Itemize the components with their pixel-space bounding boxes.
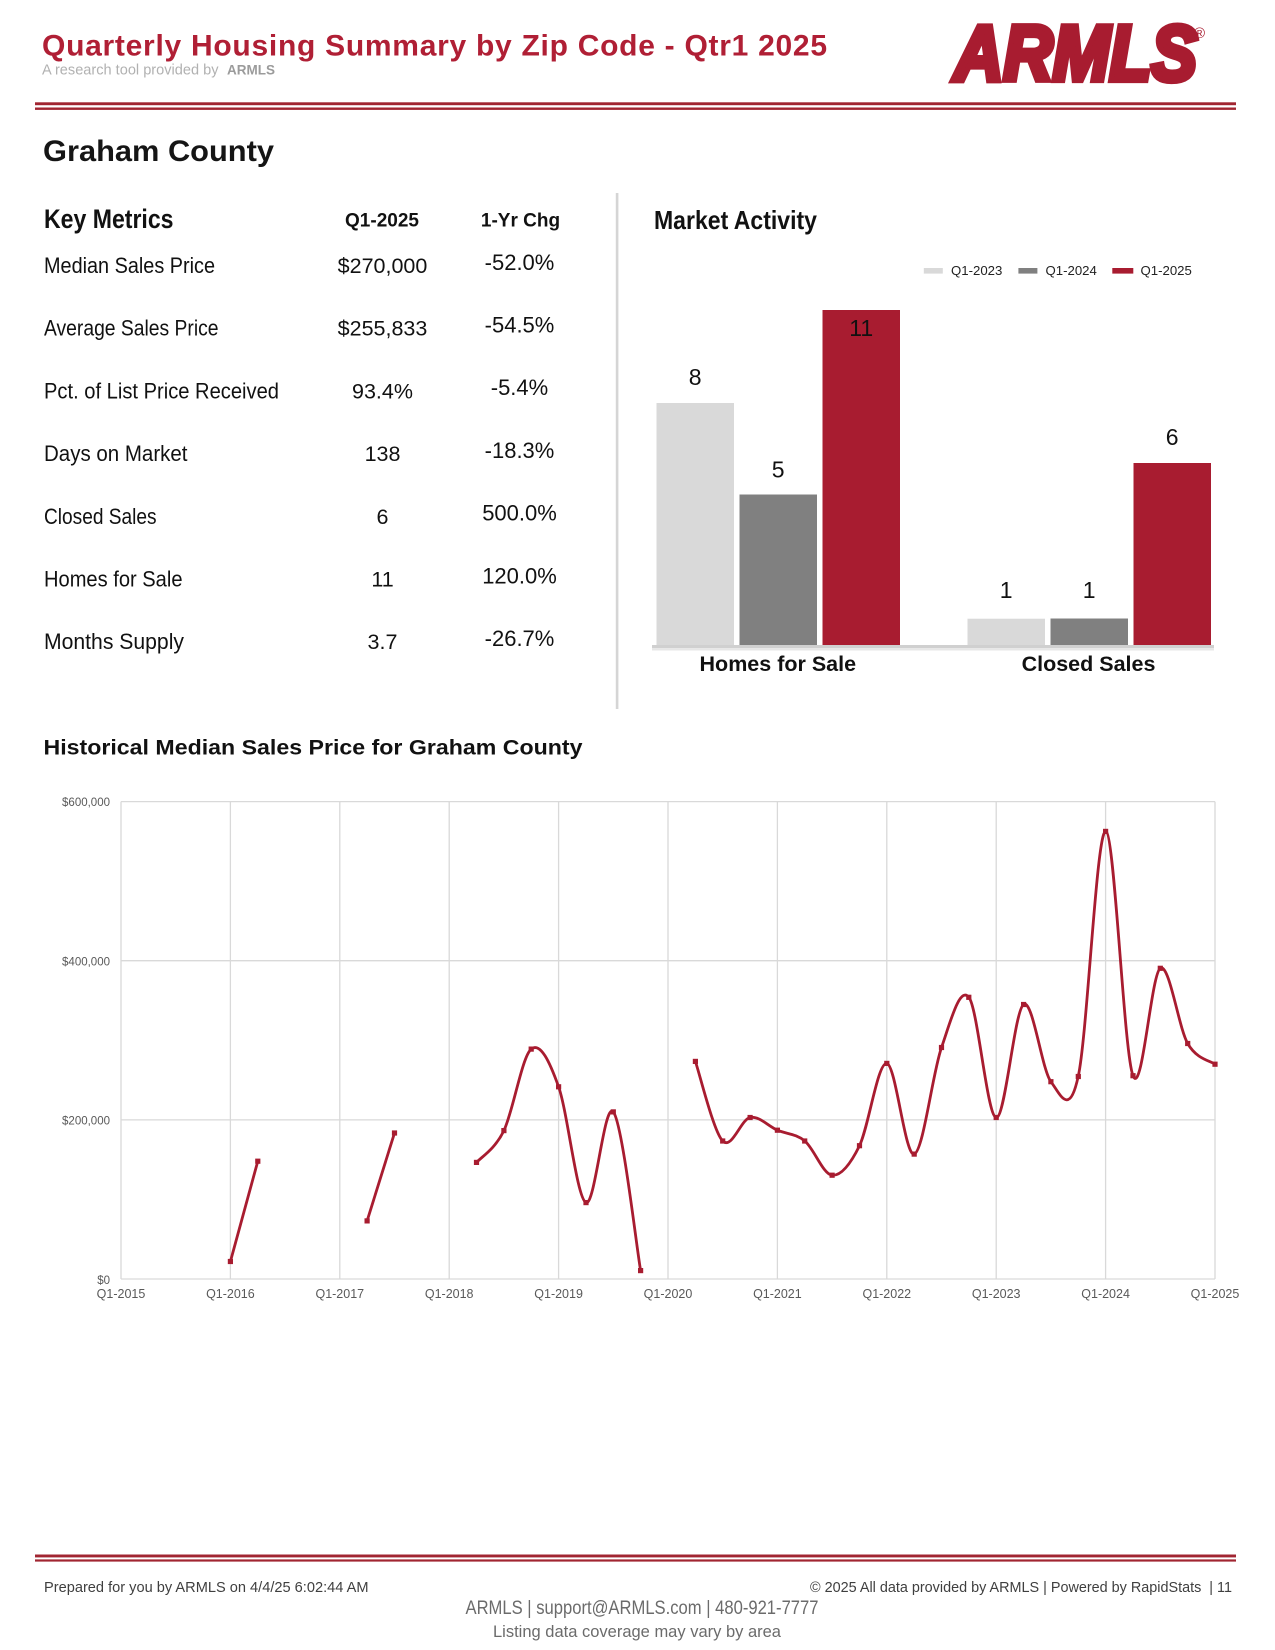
svg-text:-26.7%: -26.7% <box>485 626 555 651</box>
svg-text:Closed Sales: Closed Sales <box>44 504 157 529</box>
svg-text:Q1-2016: Q1-2016 <box>206 1287 255 1301</box>
svg-text:8: 8 <box>689 364 702 390</box>
svg-text:120.0%: 120.0% <box>482 563 557 588</box>
svg-text:Key Metrics: Key Metrics <box>44 204 174 234</box>
svg-text:6: 6 <box>377 505 389 529</box>
svg-text:Median Sales Price: Median Sales Price <box>44 253 215 278</box>
svg-text:Months Supply: Months Supply <box>44 629 185 654</box>
svg-text:$600,000: $600,000 <box>62 797 110 809</box>
svg-text:Prepared for you by ARMLS on 4: Prepared for you by ARMLS on 4/4/25 6:02… <box>44 1580 369 1596</box>
svg-text:ARMLS | support@ARMLS.com | 48: ARMLS | support@ARMLS.com | 480-921-7777 <box>466 1598 819 1619</box>
svg-text:Q1-2025: Q1-2025 <box>345 211 419 232</box>
svg-text:Listing data coverage may vary: Listing data coverage may vary by area <box>493 1623 782 1641</box>
svg-text:Days on Market: Days on Market <box>44 441 188 466</box>
svg-text:Q1-2024: Q1-2024 <box>1046 263 1097 278</box>
svg-text:Q1-2021: Q1-2021 <box>753 1287 802 1301</box>
svg-text:Q1-2019: Q1-2019 <box>534 1287 583 1301</box>
svg-text:-52.0%: -52.0% <box>485 250 555 275</box>
svg-text:11: 11 <box>371 568 393 592</box>
svg-text:1: 1 <box>1000 577 1013 603</box>
svg-text:A research tool provided by: A research tool provided by <box>42 62 219 79</box>
svg-text:1: 1 <box>1083 577 1096 603</box>
svg-text:11: 11 <box>849 315 873 341</box>
svg-text:1-Yr Chg: 1-Yr Chg <box>481 211 560 232</box>
svg-text:Average Sales Price: Average Sales Price <box>44 316 219 341</box>
svg-text:Q1-2023: Q1-2023 <box>972 1287 1021 1301</box>
svg-text:$400,000: $400,000 <box>62 956 110 968</box>
svg-text:Q1-2024: Q1-2024 <box>1081 1287 1130 1301</box>
svg-text:500.0%: 500.0% <box>482 501 557 526</box>
svg-text:ARMLS: ARMLS <box>227 63 275 78</box>
svg-text:93.4%: 93.4% <box>352 379 413 403</box>
svg-text:5: 5 <box>772 457 785 483</box>
svg-text:Homes for Sale: Homes for Sale <box>44 567 183 592</box>
svg-text:$255,833: $255,833 <box>338 317 428 341</box>
svg-text:© 2025 All data provided by AR: © 2025 All data provided by ARMLS | Powe… <box>810 1579 1232 1596</box>
svg-text:-54.5%: -54.5% <box>485 313 555 338</box>
svg-text:Q1-2020: Q1-2020 <box>644 1287 693 1301</box>
svg-text:3.7: 3.7 <box>368 630 398 654</box>
svg-text:Homes for Sale: Homes for Sale <box>700 652 857 676</box>
svg-text:-5.4%: -5.4% <box>491 375 548 400</box>
svg-text:Q1-2018: Q1-2018 <box>425 1287 474 1301</box>
svg-text:-18.3%: -18.3% <box>485 438 555 463</box>
svg-text:Closed Sales: Closed Sales <box>1022 652 1156 676</box>
svg-text:Graham County: Graham County <box>43 135 274 168</box>
svg-text:Q1-2017: Q1-2017 <box>315 1287 364 1301</box>
svg-text:6: 6 <box>1166 424 1179 450</box>
svg-text:Q1-2022: Q1-2022 <box>862 1287 911 1301</box>
svg-text:Pct. of List Price Received: Pct. of List Price Received <box>44 378 279 403</box>
svg-text:ARMLS: ARMLS <box>952 9 1197 97</box>
svg-text:138: 138 <box>365 442 401 466</box>
svg-text:$0: $0 <box>97 1275 110 1287</box>
svg-text:®: ® <box>1194 25 1205 42</box>
svg-text:$270,000: $270,000 <box>338 254 428 278</box>
svg-text:Q1-2025: Q1-2025 <box>1141 263 1192 278</box>
svg-text:Q1-2023: Q1-2023 <box>951 263 1002 278</box>
svg-text:Quarterly Housing Summary by Z: Quarterly Housing Summary by Zip Code - … <box>42 30 827 63</box>
svg-text:$200,000: $200,000 <box>62 1116 110 1128</box>
svg-text:Market Activity: Market Activity <box>654 205 817 235</box>
svg-text:Q1-2015: Q1-2015 <box>97 1287 146 1301</box>
svg-text:Q1-2025: Q1-2025 <box>1191 1287 1240 1301</box>
svg-text:Historical Median Sales Price: Historical Median Sales Price for Graham… <box>44 737 583 760</box>
